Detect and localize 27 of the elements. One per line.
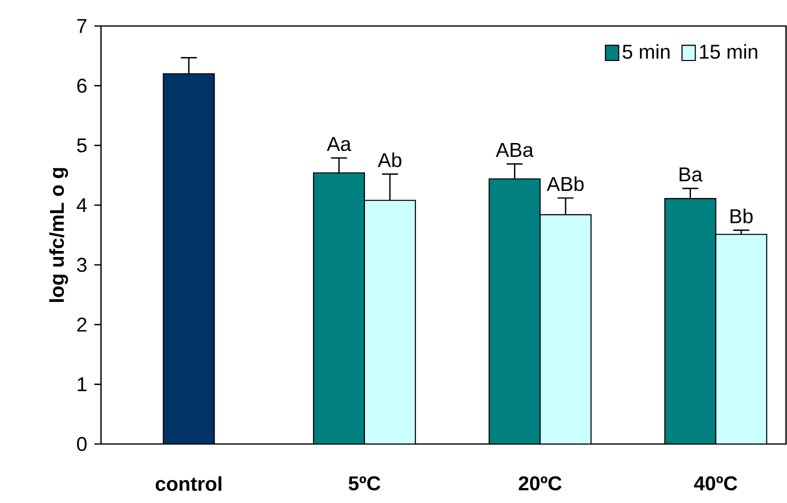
data-label: ABa (496, 143, 534, 157)
y-tick-label: 1 (78, 377, 86, 392)
legend-label: 15 min (700, 44, 758, 59)
bar (540, 214, 592, 444)
data-label: Aa (326, 137, 352, 152)
x-tick-label: 5ºC (348, 476, 380, 490)
y-tick-label: 7 (77, 19, 86, 33)
y-tick-label: 6 (77, 78, 87, 93)
y-tick-label: 0 (77, 436, 87, 452)
bar (664, 198, 716, 444)
bar (364, 200, 416, 444)
x-tick-label: 40ºC (694, 476, 738, 490)
legend-label: 5 min (622, 44, 670, 59)
data-label: Ba (680, 168, 703, 182)
y-tick-label: 2 (77, 318, 86, 332)
data-label: ABb (546, 176, 584, 192)
y-tick-label: 4 (76, 198, 87, 212)
data-label: Bb (730, 208, 753, 224)
x-tick-label: 20ºC (518, 476, 562, 490)
y-tick-label: 3 (77, 258, 87, 272)
bar (715, 234, 768, 444)
y-tick-label: 5 (77, 138, 87, 152)
bar (313, 172, 366, 444)
y-axis-title: log ufc/mL o g (49, 168, 68, 302)
bar (488, 178, 541, 444)
data-label: Ab (378, 152, 402, 168)
x-tick-label: control (156, 476, 222, 491)
